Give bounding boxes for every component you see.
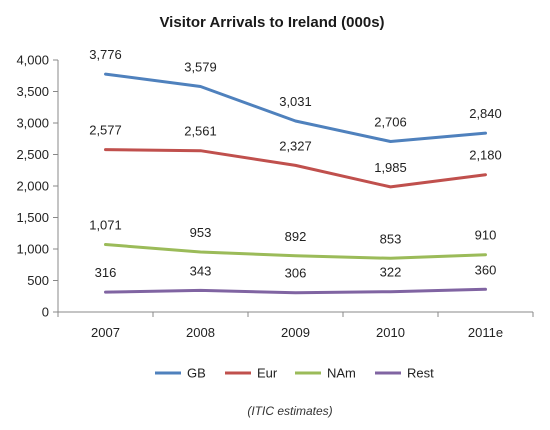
legend-label-eur: Eur — [257, 366, 278, 381]
data-label-gb: 2,706 — [374, 115, 407, 130]
data-label-rest: 306 — [285, 266, 307, 281]
chart-note: (ITIC estimates) — [247, 404, 332, 418]
x-tick-label: 2010 — [376, 325, 405, 340]
chart-title: Visitor Arrivals to Ireland (000s) — [159, 14, 384, 31]
data-label-eur: 2,561 — [184, 124, 217, 139]
y-tick-label: 4,000 — [16, 53, 49, 68]
data-label-eur: 1,985 — [374, 160, 407, 175]
y-tick-label: 3,500 — [16, 84, 49, 99]
x-tick-label: 2011e — [468, 325, 503, 340]
data-label-gb: 3,031 — [279, 94, 312, 109]
data-label-nam: 953 — [190, 225, 212, 240]
y-tick-label: 3,000 — [16, 116, 49, 131]
y-tick-label: 1,500 — [16, 210, 49, 225]
data-labels: 3,776 3,579 3,031 2,706 2,840 2,577 2,561 2,327… — [89, 47, 502, 281]
legend-label-nam: NAm — [327, 366, 356, 381]
y-tick-label: 1,000 — [16, 242, 49, 257]
x-tick-label: 2008 — [186, 325, 215, 340]
legend-label-gb: GB — [187, 366, 206, 381]
series-line-nam — [104, 243, 487, 260]
series-layer — [104, 72, 487, 295]
series-line-rest — [104, 287, 487, 295]
y-tick-label: 500 — [27, 273, 49, 288]
series-line-eur — [104, 148, 487, 189]
x-tick-label: 2007 — [91, 325, 120, 340]
legend: GB Eur NAm Rest — [155, 366, 434, 381]
data-label-nam: 892 — [285, 229, 307, 244]
y-tick-label: 2,000 — [16, 179, 49, 194]
y-tick-label: 2,500 — [16, 147, 49, 162]
data-label-nam: 910 — [475, 228, 497, 243]
data-label-gb: 3,579 — [184, 60, 217, 75]
data-label-eur: 2,577 — [89, 123, 122, 138]
y-tick-label: 0 — [42, 305, 49, 320]
series-line-gb — [104, 72, 487, 143]
data-label-eur: 2,180 — [469, 148, 502, 163]
data-label-rest: 360 — [475, 262, 497, 277]
x-tick-label: 2009 — [281, 325, 310, 340]
legend-label-rest: Rest — [407, 366, 434, 381]
data-label-nam: 853 — [380, 231, 402, 246]
data-label-gb: 2,840 — [469, 106, 502, 121]
data-label-eur: 2,327 — [279, 138, 312, 153]
data-label-gb: 3,776 — [89, 47, 122, 62]
axes: 0 500 1,000 1,500 2,000 2,500 3,000 3,500 4,000 2… — [16, 53, 534, 340]
data-label-rest: 343 — [190, 263, 212, 278]
data-label-rest: 316 — [95, 265, 117, 280]
data-label-nam: 1,071 — [89, 218, 122, 233]
data-label-rest: 322 — [380, 265, 402, 280]
